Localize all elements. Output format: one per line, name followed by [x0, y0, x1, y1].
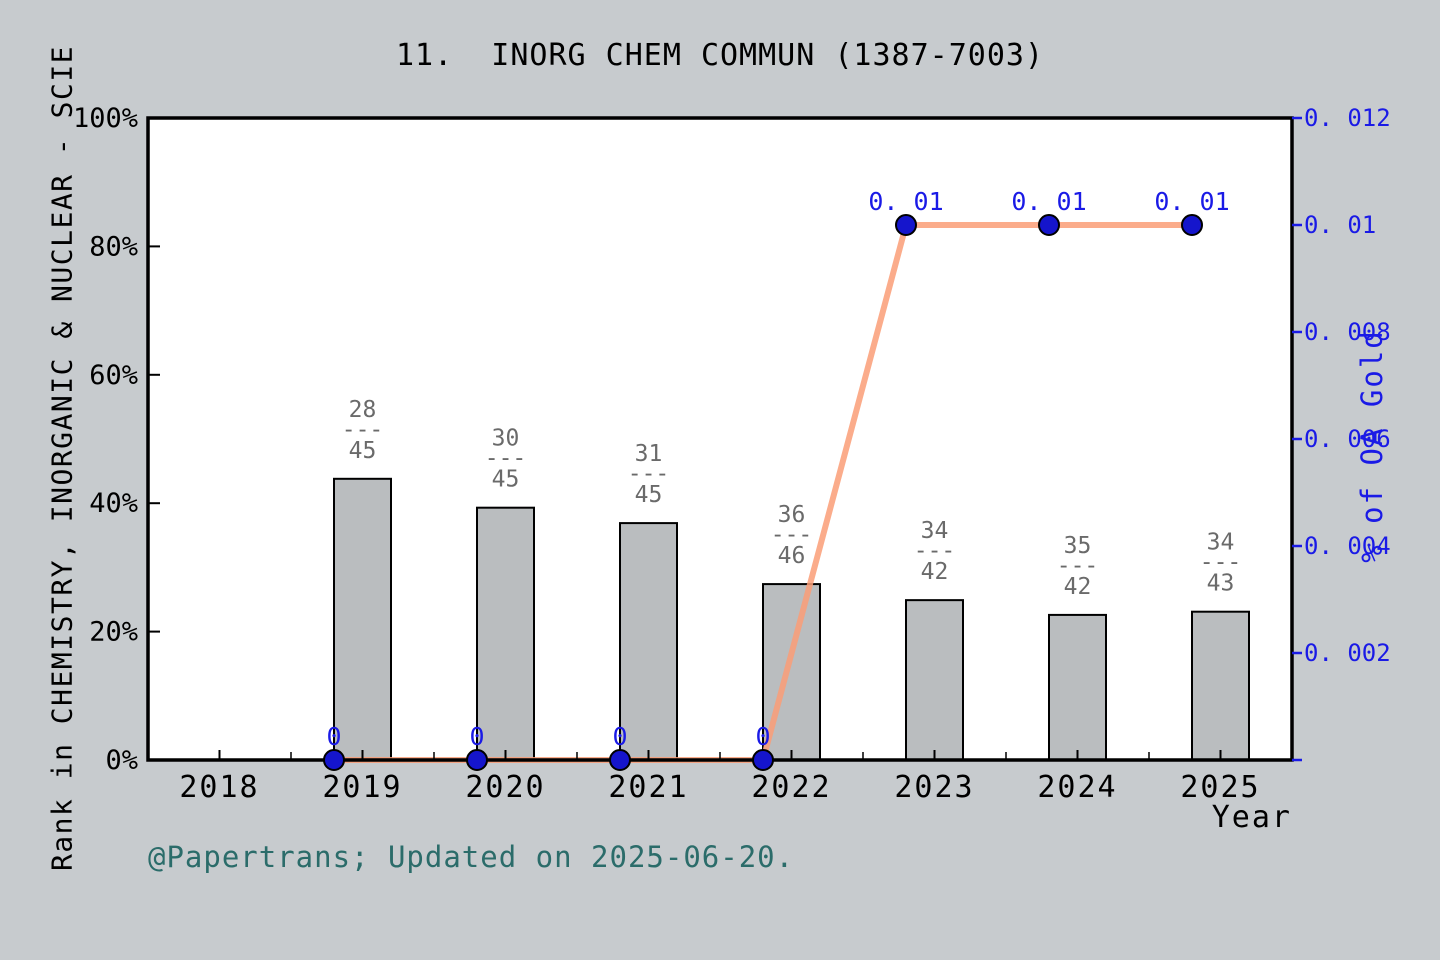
bar-fraction-denominator: 42	[921, 559, 949, 585]
point-label: 0	[755, 722, 770, 751]
bar-fraction-numerator: 35	[1064, 533, 1092, 559]
bar-fraction-separator: ---	[485, 446, 527, 472]
right-tick-label: 0. 012	[1304, 104, 1391, 132]
bar-2021	[619, 522, 678, 761]
bar-2020	[476, 506, 535, 761]
left-tick-label: 100%	[73, 103, 138, 134]
point-label: 0. 01	[868, 187, 943, 216]
bar-fraction-numerator: 36	[778, 502, 806, 528]
right-tick-label: 0. 004	[1304, 532, 1391, 560]
x-tick-label: 2025	[1180, 770, 1260, 805]
point-label: 0	[326, 722, 341, 751]
bar-2019	[333, 477, 392, 761]
chart-title: 11. INORG CHEM COMMUN (1387-7003)	[395, 38, 1045, 73]
x-tick-label: 2024	[1037, 770, 1117, 805]
line-point-2022	[752, 749, 774, 771]
right-tick-label: 0. 008	[1304, 318, 1391, 346]
line-point-2020	[466, 749, 488, 771]
left-tick-label: 0%	[105, 745, 138, 776]
watermark-text: @Papertrans; Updated on 2025-06-20.	[148, 840, 795, 874]
line-point-2024	[1038, 214, 1060, 236]
x-tick-label: 2018	[179, 770, 259, 805]
x-tick-label: 2022	[751, 770, 831, 805]
line-point-2025	[1181, 214, 1203, 236]
left-tick-label: 20%	[89, 617, 138, 648]
x-tick-label: 2020	[465, 770, 545, 805]
x-tick-label: 2019	[322, 770, 402, 805]
right-tick-label: 0. 01	[1304, 211, 1376, 239]
left-tick-label: 80%	[89, 231, 138, 262]
line-point-2021	[609, 749, 631, 771]
line-point-2019	[323, 749, 345, 771]
x-axis-title: Year	[1211, 800, 1292, 835]
bar-fraction-numerator: 34	[921, 518, 949, 544]
bar-fraction-denominator: 45	[349, 438, 377, 464]
point-label: 0. 01	[1011, 187, 1086, 216]
point-label: 0. 01	[1154, 187, 1229, 216]
bar-fraction-denominator: 45	[492, 467, 520, 493]
bar-fraction-numerator: 30	[492, 426, 520, 452]
x-tick-label: 2021	[608, 770, 688, 805]
bar-fraction-denominator: 42	[1064, 574, 1092, 600]
plot-background	[148, 118, 1292, 760]
bar-2023	[905, 599, 964, 762]
right-tick-label: 0. 006	[1304, 425, 1391, 453]
bar-fraction-separator: ---	[914, 538, 956, 564]
bar-fraction-separator: ---	[771, 522, 813, 548]
point-label: 0	[469, 722, 484, 751]
bar-fraction-separator: ---	[628, 461, 670, 487]
bar-fraction-separator: ---	[1057, 553, 1099, 579]
left-tick-label: 60%	[89, 360, 138, 391]
bar-fraction-denominator: 45	[635, 482, 663, 508]
left-tick-label: 40%	[89, 488, 138, 519]
bar-fraction-denominator: 43	[1207, 571, 1235, 597]
bar-fraction-separator: ---	[342, 417, 384, 443]
line-point-2023	[895, 214, 917, 236]
bar-fraction-denominator: 46	[778, 543, 806, 569]
x-tick-label: 2023	[894, 770, 974, 805]
bar-fraction-separator: ---	[1200, 550, 1242, 576]
bar-2024	[1048, 613, 1107, 762]
bar-fraction-numerator: 31	[635, 441, 663, 467]
bar-fraction-numerator: 28	[349, 397, 377, 423]
bar-fraction-numerator: 34	[1207, 530, 1235, 556]
point-label: 0	[612, 722, 627, 751]
bar-2025	[1191, 610, 1250, 761]
right-tick-label: 0. 002	[1304, 639, 1391, 667]
